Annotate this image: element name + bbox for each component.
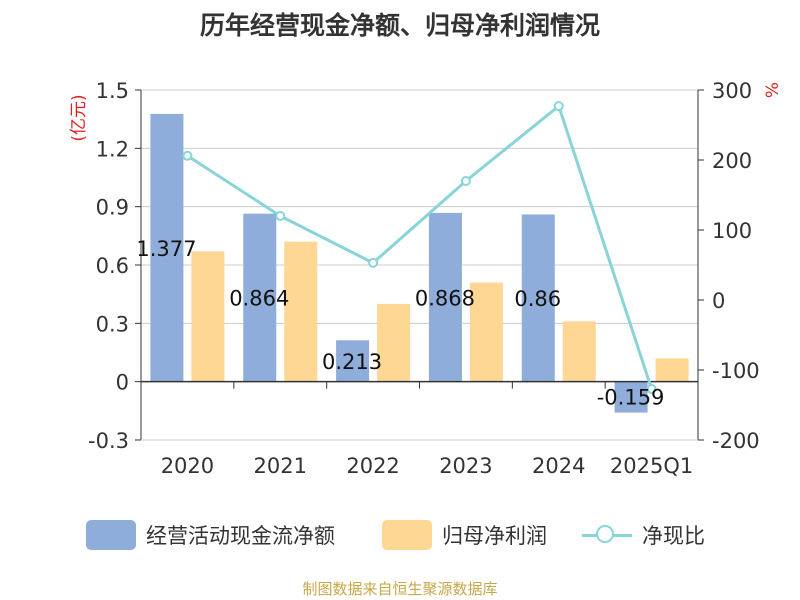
right-tick-label: 0 xyxy=(712,289,725,313)
data-label: 0.864 xyxy=(229,287,289,311)
line-point xyxy=(646,383,657,394)
right-tick-label: 200 xyxy=(712,149,752,173)
legend-swatch-cashflow xyxy=(86,520,136,550)
legend-label-net-profit: 归母净利润 xyxy=(442,524,547,548)
x-tick-label: 2021 xyxy=(254,454,307,478)
left-tick-label: 1.5 xyxy=(96,79,129,103)
bar-net-profit xyxy=(469,282,503,382)
legend-item-net-profit: 归母净利润 xyxy=(382,518,547,552)
bar-cashflow xyxy=(150,113,184,382)
data-label: 1.377 xyxy=(136,237,196,261)
data-label: 0.86 xyxy=(514,287,561,311)
bar-net-profit xyxy=(655,358,689,382)
line-point xyxy=(553,101,564,112)
x-tick-label: 2025Q1 xyxy=(610,454,693,478)
x-tick-label: 2023 xyxy=(439,454,492,478)
source-note: 制图数据来自恒生聚源数据库 xyxy=(302,580,498,598)
bar-net-profit xyxy=(191,251,225,382)
right-tick-label: 300 xyxy=(712,79,752,103)
line-point xyxy=(460,176,471,186)
left-tick-label: -0.3 xyxy=(88,429,129,453)
line-point xyxy=(368,257,379,268)
left-tick-label: 0.9 xyxy=(96,196,129,220)
legend-swatch-net-profit xyxy=(382,520,432,550)
right-axis-unit: % xyxy=(763,82,783,98)
legend-label-cashflow: 经营活动现金流净额 xyxy=(146,524,335,548)
legend: 经营活动现金流净额 归母净利润 净现比 xyxy=(0,518,800,552)
right-tick-label: 100 xyxy=(712,219,752,243)
data-label: 0.213 xyxy=(322,350,382,374)
bar-cashflow xyxy=(521,214,555,382)
legend-label-cash-ratio: 净现比 xyxy=(642,524,705,548)
chart-title: 历年经营现金净额、归母净利润情况 xyxy=(199,11,600,40)
left-tick-label: 0 xyxy=(116,371,129,395)
right-tick-label: -200 xyxy=(712,429,760,453)
line-cash-ratio xyxy=(186,104,654,390)
data-label: 0.868 xyxy=(415,286,475,310)
bar-net-profit xyxy=(284,241,318,382)
legend-item-cash-ratio: 净现比 xyxy=(582,518,705,552)
right-tick-label: -100 xyxy=(712,359,760,383)
legend-swatch-cash-ratio xyxy=(582,520,632,550)
left-axis-unit: (亿元) xyxy=(69,94,89,141)
left-tick-label: 0.3 xyxy=(96,312,129,336)
x-tick-label: 2020 xyxy=(161,454,214,478)
bar-cashflow xyxy=(336,340,370,382)
x-tick-label: 2022 xyxy=(346,454,399,478)
bar-cashflow xyxy=(243,213,277,382)
data-label: -0.159 xyxy=(597,386,665,410)
legend-item-cashflow: 经营活动现金流净额 xyxy=(86,518,335,552)
left-tick-label: 1.2 xyxy=(96,137,129,161)
left-tick-label: 0.6 xyxy=(96,254,129,278)
x-tick-label: 2024 xyxy=(532,454,585,478)
bar-net-profit xyxy=(562,321,596,382)
bar-cashflow xyxy=(614,381,648,413)
bar-net-profit xyxy=(377,303,411,382)
line-point xyxy=(275,211,286,221)
bar-cashflow xyxy=(428,212,462,382)
line-point xyxy=(182,150,193,161)
